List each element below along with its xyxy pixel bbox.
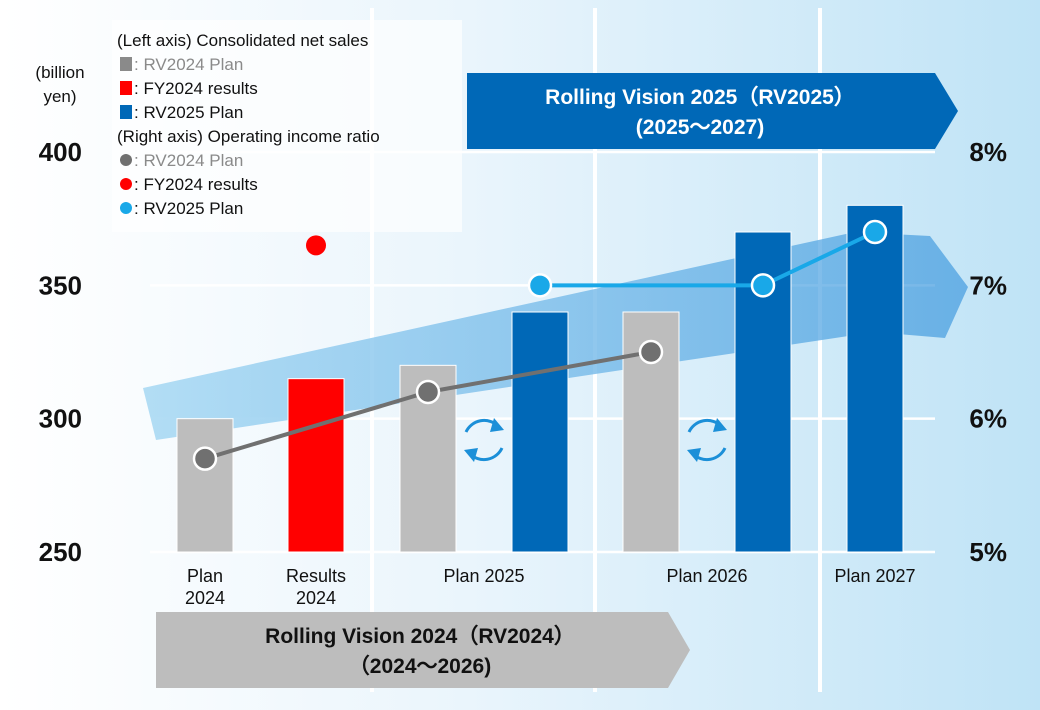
legend-item: : FY2024 results [134, 79, 258, 98]
legend-item: : FY2024 results [134, 175, 258, 194]
legend-circle-marker [120, 178, 132, 190]
right-axis-tick: 6% [969, 404, 1007, 434]
point-rv2025-plan [527, 273, 553, 298]
point-rv2024-plan [192, 446, 218, 471]
left-axis-tick: 350 [39, 270, 82, 300]
point-rv2024-plan [415, 379, 441, 405]
legend-heading-right: (Right axis) Operating income ratio [117, 127, 380, 146]
category-label: Plan 2025 [443, 566, 524, 586]
left-axis-unit: (billion [35, 63, 84, 82]
right-axis-tick: 8% [969, 137, 1007, 167]
legend-box [112, 20, 462, 232]
bar-rv2025-plan [511, 311, 569, 553]
refresh-arrowhead [464, 448, 478, 462]
refresh-arrowhead [713, 418, 727, 432]
category-label: Plan 2027 [834, 566, 915, 586]
legend-square-marker [120, 81, 132, 95]
legend-circle-marker [120, 154, 132, 166]
legend-square-marker [120, 57, 132, 71]
banner-rv2024-text: （2024～2026) [349, 654, 491, 678]
refresh-arrowhead [687, 448, 701, 462]
left-axis-tick: 400 [39, 137, 82, 167]
legend-circle-marker [120, 202, 132, 214]
bar-fy2024-results [287, 378, 345, 553]
legend-item: : RV2024 Plan [134, 55, 243, 74]
bar-rv2025-plan [846, 204, 904, 553]
legend-square-marker [120, 105, 132, 119]
legend-item: : RV2024 Plan [134, 151, 243, 170]
refresh-arrowhead [490, 418, 504, 432]
category-label: Plan [187, 566, 223, 586]
right-axis-tick: 7% [969, 270, 1007, 300]
point-rv2024-plan [638, 339, 664, 365]
category-label: 2024 [296, 588, 336, 608]
left-axis-tick: 300 [39, 404, 82, 434]
banner-rv2024 [156, 612, 690, 688]
refresh-icon [687, 418, 727, 462]
legend-heading-left: (Left axis) Consolidated net sales [117, 31, 368, 50]
right-axis-tick: 5% [969, 537, 1007, 567]
banner-rv2025 [467, 73, 958, 149]
legend-item: : RV2025 Plan [134, 103, 243, 122]
category-label: Results [286, 566, 346, 586]
point-rv2025-plan [862, 219, 888, 245]
legend-item: : RV2025 Plan [134, 199, 243, 218]
banner-rv2024-text: Rolling Vision 2024（RV2024） [265, 624, 575, 648]
left-axis-unit: yen) [43, 87, 76, 106]
banner-rv2025-text: (2025～2027) [636, 116, 764, 139]
refresh-icon [464, 418, 504, 462]
left-axis-tick: 250 [39, 537, 82, 567]
point-fy2024-results [306, 235, 326, 256]
bar-rv2024-plan [176, 418, 234, 553]
category-label: 2024 [185, 588, 225, 608]
point-rv2025-plan [750, 273, 776, 298]
banner-rv2025-text: Rolling Vision 2025（RV2025） [545, 85, 855, 109]
category-label: Plan 2026 [666, 566, 747, 586]
